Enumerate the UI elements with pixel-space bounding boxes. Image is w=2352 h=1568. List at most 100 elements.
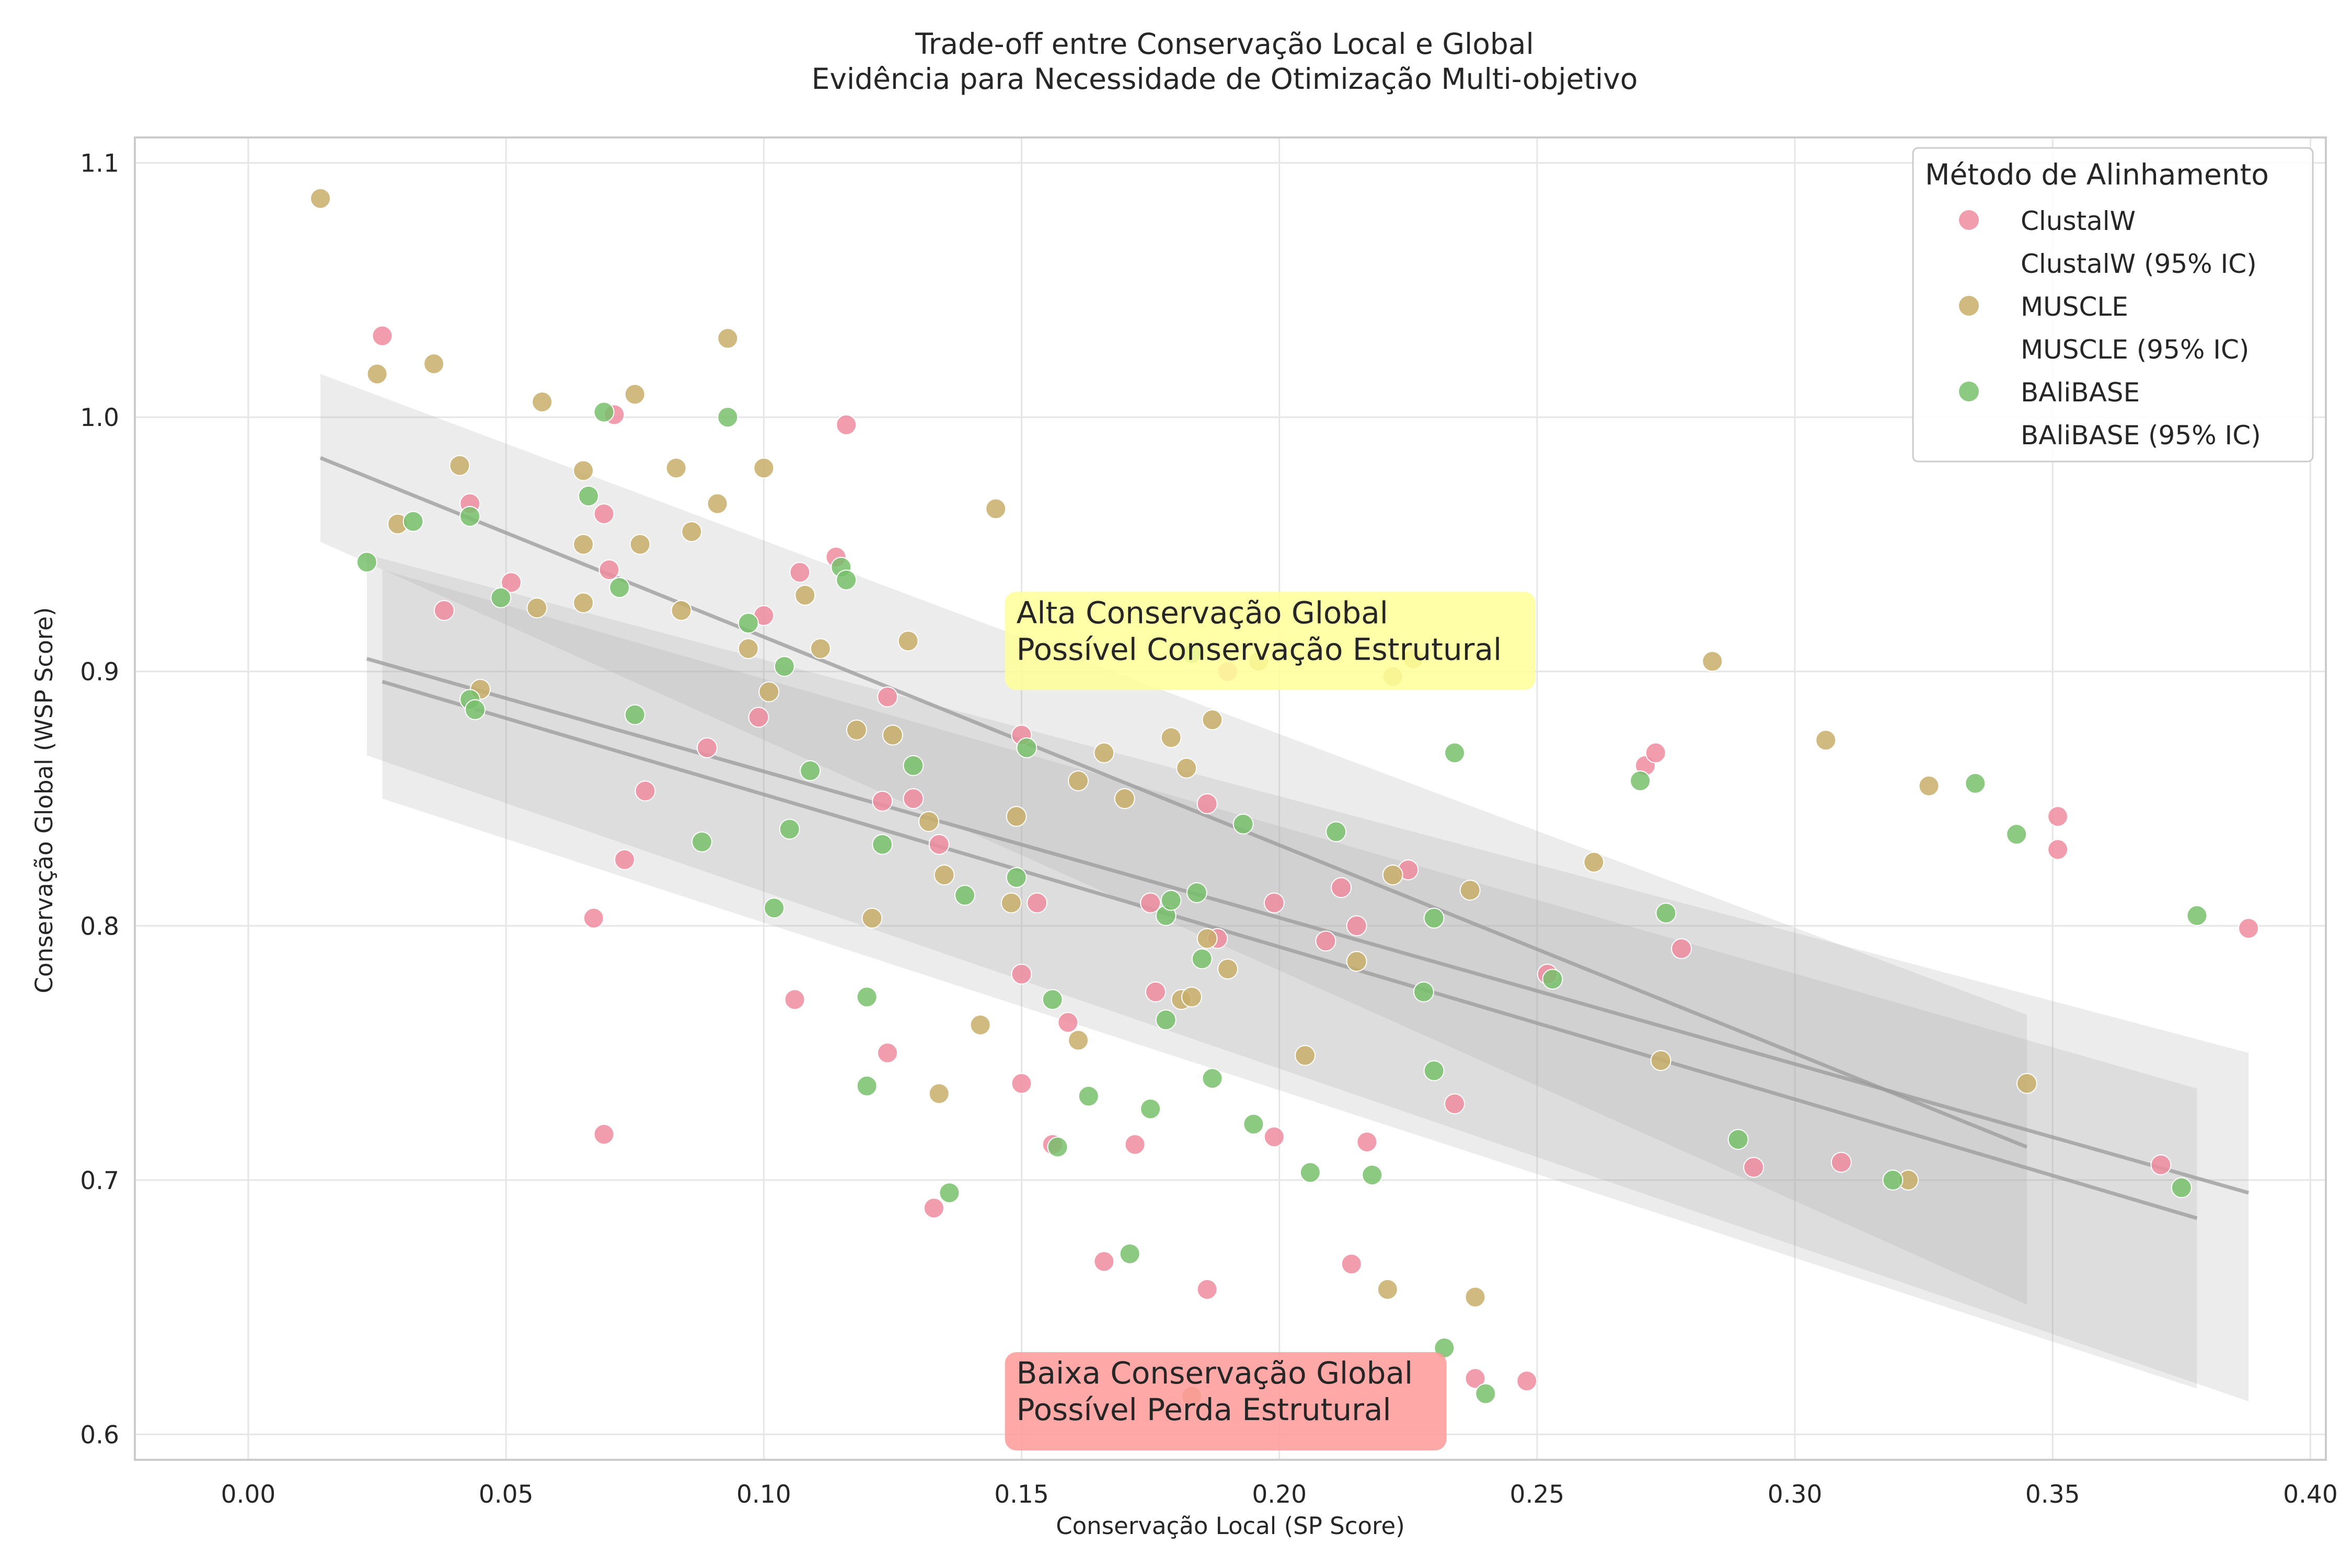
data-point	[1196, 793, 1218, 814]
data-point	[939, 1182, 960, 1204]
data-point	[737, 638, 759, 659]
legend[interactable]: Método de Alinhamento ClustalW ClustalW (9…	[1912, 147, 2314, 463]
legend-entry[interactable]: MUSCLE	[2021, 292, 2128, 322]
data-point	[532, 391, 553, 412]
data-point	[882, 724, 903, 746]
confidence-band-0	[382, 570, 2197, 1389]
annotation-text: Alta Conservação Global	[1017, 595, 1388, 630]
data-point	[717, 407, 739, 428]
data-point	[1140, 892, 1161, 914]
data-point	[1423, 907, 1445, 929]
data-point	[872, 834, 893, 855]
data-point	[624, 384, 645, 405]
data-point	[800, 760, 821, 781]
trend-line-2	[366, 657, 2250, 1195]
x-tick-label: 0.05	[479, 1480, 534, 1509]
data-point	[526, 597, 548, 619]
data-point	[1196, 928, 1218, 949]
data-point	[784, 989, 805, 1010]
data-point	[846, 719, 867, 741]
legend-entry[interactable]: ClustalW (95% IC)	[2021, 249, 2257, 279]
data-point	[583, 907, 604, 929]
data-point	[1671, 938, 1692, 960]
data-point	[1047, 1136, 1068, 1158]
data-point	[1140, 1098, 1161, 1120]
legend-entry[interactable]: BAliBASE (95% IC)	[2021, 420, 2261, 451]
data-point	[1263, 1126, 1285, 1148]
data-point	[1727, 1128, 1749, 1150]
x-tick-label: 0.10	[736, 1480, 791, 1509]
data-point	[1743, 1157, 1765, 1178]
data-point	[897, 630, 919, 652]
data-point	[490, 587, 512, 608]
data-point	[903, 755, 924, 776]
data-point	[2238, 918, 2259, 939]
data-point	[1346, 915, 1367, 937]
x-tick-label: 0.30	[1768, 1480, 1823, 1509]
legend-entry[interactable]: BAliBASE	[2021, 377, 2140, 408]
data-point	[877, 1042, 898, 1064]
legend-entry[interactable]: MUSCLE (95% IC)	[2021, 335, 2249, 365]
data-point	[779, 818, 800, 840]
data-point	[1516, 1370, 1538, 1392]
data-point	[1057, 1012, 1079, 1033]
data-point	[923, 1197, 944, 1219]
data-point	[449, 455, 470, 476]
data-point	[1186, 882, 1207, 904]
annotation-text: Baixa Conservação Global	[1017, 1355, 1413, 1391]
annotation-box	[1005, 592, 1536, 690]
x-tick-label: 0.35	[2025, 1480, 2080, 1509]
annotation-text: Possível Conservação Estrutural	[1017, 631, 1502, 667]
data-point	[2171, 1177, 2192, 1198]
data-point	[1341, 1253, 1362, 1275]
data-point	[1882, 1169, 1904, 1191]
data-point	[459, 505, 481, 527]
data-point	[1542, 969, 1563, 990]
data-point	[877, 686, 898, 708]
data-point	[1423, 1060, 1445, 1081]
data-point	[501, 572, 522, 593]
data-point	[2047, 839, 2069, 860]
data-point	[1114, 788, 1135, 809]
legend-marker	[1959, 296, 1979, 316]
data-point	[1650, 1050, 1671, 1071]
data-point	[665, 457, 687, 479]
data-point	[1011, 963, 1032, 985]
data-point	[372, 325, 393, 347]
data-point	[1232, 813, 1254, 835]
data-point	[1078, 1086, 1099, 1107]
data-point	[681, 521, 702, 543]
data-point	[629, 534, 651, 555]
data-point	[1217, 958, 1239, 979]
data-point	[794, 584, 816, 606]
x-axis-label: Conservação Local (SP Score)	[1056, 1512, 1405, 1540]
data-point	[1583, 851, 1605, 873]
data-point	[1006, 806, 1027, 827]
data-point	[573, 534, 594, 555]
data-point	[1006, 867, 1027, 888]
data-point	[1475, 1383, 1496, 1404]
data-point	[310, 188, 331, 209]
data-point	[1191, 948, 1213, 970]
x-tick-label: 0.40	[2283, 1480, 2338, 1509]
y-tick-label: 0.9	[80, 658, 119, 687]
data-point	[573, 592, 594, 614]
data-point	[423, 353, 445, 375]
data-point	[1016, 737, 1037, 758]
y-tick-label: 0.6	[80, 1421, 119, 1449]
data-point	[1459, 880, 1481, 901]
y-tick-label: 1.0	[80, 403, 119, 432]
data-point	[2047, 806, 2069, 827]
legend-entry[interactable]: ClustalW	[2021, 206, 2136, 236]
data-point	[1093, 742, 1115, 764]
data-point	[1093, 1251, 1115, 1272]
data-point	[2150, 1154, 2172, 1175]
data-point	[1011, 1073, 1032, 1094]
data-point	[928, 834, 950, 855]
data-point	[1042, 989, 1063, 1010]
data-point	[1325, 821, 1347, 843]
data-point	[1444, 1093, 1466, 1114]
data-point	[464, 699, 486, 720]
data-point	[593, 503, 615, 525]
